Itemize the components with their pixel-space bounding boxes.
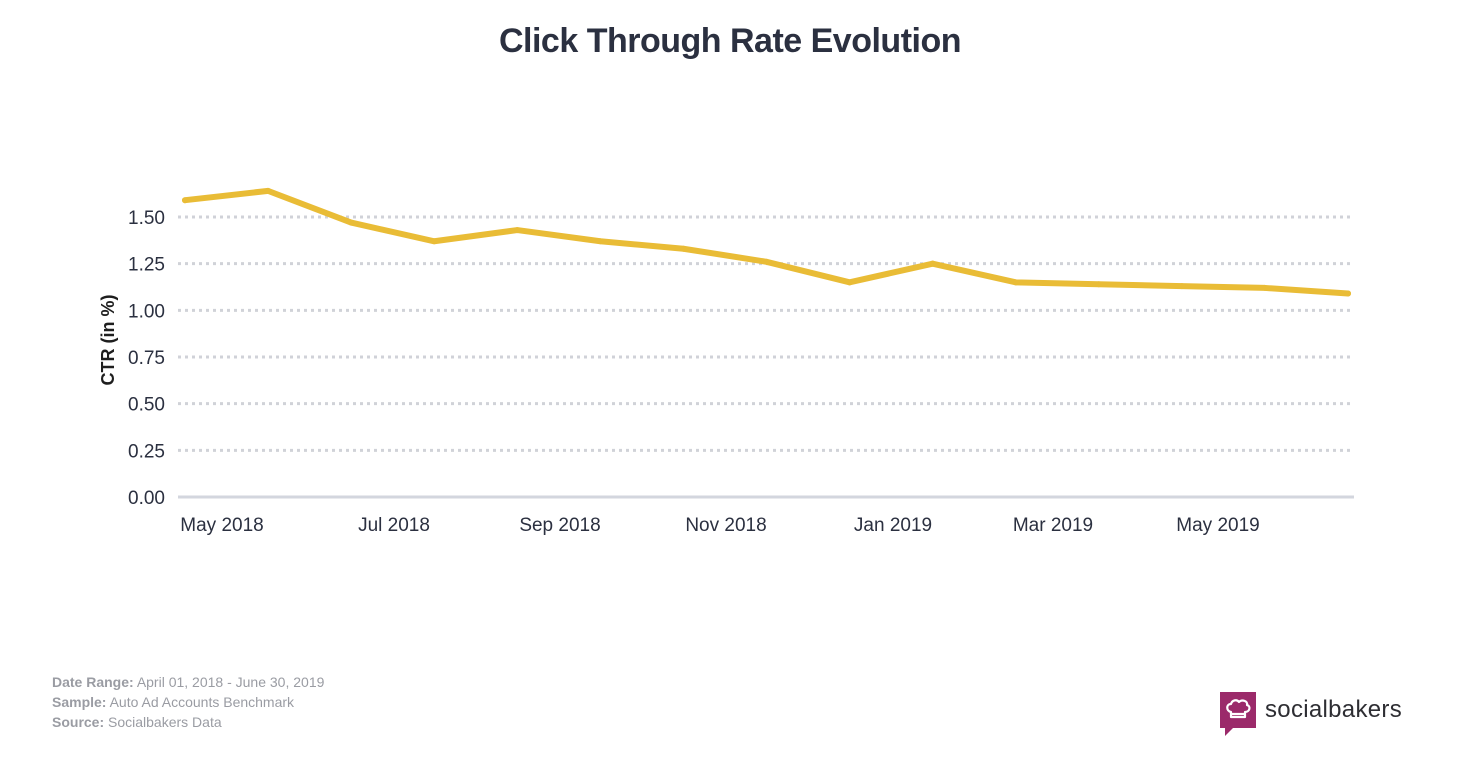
x-tick-label: May 2019 bbox=[1176, 515, 1259, 536]
sample-label: Sample: bbox=[52, 694, 107, 710]
sample-value: Auto Ad Accounts Benchmark bbox=[109, 694, 295, 710]
data-point bbox=[763, 258, 770, 265]
x-tick-label: Sep 2018 bbox=[519, 515, 600, 536]
data-point bbox=[265, 187, 272, 194]
data-point bbox=[348, 219, 355, 226]
data-point bbox=[1178, 283, 1185, 290]
logo-text: socialbakers bbox=[1265, 696, 1402, 723]
y-tick-label: 0.25 bbox=[128, 441, 165, 462]
x-tick-label: Nov 2018 bbox=[685, 515, 766, 536]
chart-footer: Date Range: April 01, 2018 - June 30, 20… bbox=[52, 672, 324, 732]
data-point bbox=[680, 245, 687, 252]
source-label: Source: bbox=[52, 714, 105, 730]
y-tick-label: 0.75 bbox=[128, 348, 165, 369]
y-tick-label: 1.00 bbox=[128, 301, 165, 322]
date-range-label: Date Range: bbox=[52, 674, 134, 690]
y-tick-label: 1.25 bbox=[128, 255, 165, 276]
source-value: Socialbakers Data bbox=[108, 714, 222, 730]
y-axis-label: CTR (in %) bbox=[98, 295, 118, 386]
data-point bbox=[431, 238, 438, 245]
x-tick-label: May 2018 bbox=[180, 515, 263, 536]
data-point bbox=[1012, 279, 1019, 286]
y-tick-label: 0.00 bbox=[128, 488, 165, 509]
chart-title: Click Through Rate Evolution bbox=[498, 22, 962, 60]
chef-hat-icon bbox=[1220, 692, 1256, 736]
y-tick-label: 0.50 bbox=[128, 395, 165, 416]
line-chart: 0.00 0.25 0.50 0.75 1.00 1.25 1.50 May 2018 Jul… bbox=[98, 187, 1354, 536]
source-note: Source: Socialbakers Data bbox=[52, 712, 324, 732]
date-range-note: Date Range: April 01, 2018 - June 30, 20… bbox=[52, 672, 324, 692]
x-tick-label: Mar 2019 bbox=[1013, 515, 1093, 536]
x-tick-label: Jan 2019 bbox=[854, 515, 932, 536]
data-point bbox=[182, 197, 188, 204]
data-point bbox=[514, 227, 521, 234]
sample-note: Sample: Auto Ad Accounts Benchmark bbox=[52, 692, 324, 712]
series-line-ctr bbox=[182, 187, 1351, 297]
data-point bbox=[1095, 281, 1102, 288]
data-point bbox=[846, 279, 853, 286]
data-point bbox=[929, 260, 936, 267]
data-point bbox=[597, 238, 604, 245]
date-range-value: April 01, 2018 - June 30, 2019 bbox=[136, 674, 325, 690]
socialbakers-logo: socialbakers bbox=[1220, 692, 1402, 736]
data-point bbox=[1261, 284, 1268, 291]
y-tick-label: 1.50 bbox=[128, 208, 165, 229]
data-point bbox=[1345, 290, 1351, 297]
x-tick-label: Jul 2018 bbox=[358, 515, 430, 536]
